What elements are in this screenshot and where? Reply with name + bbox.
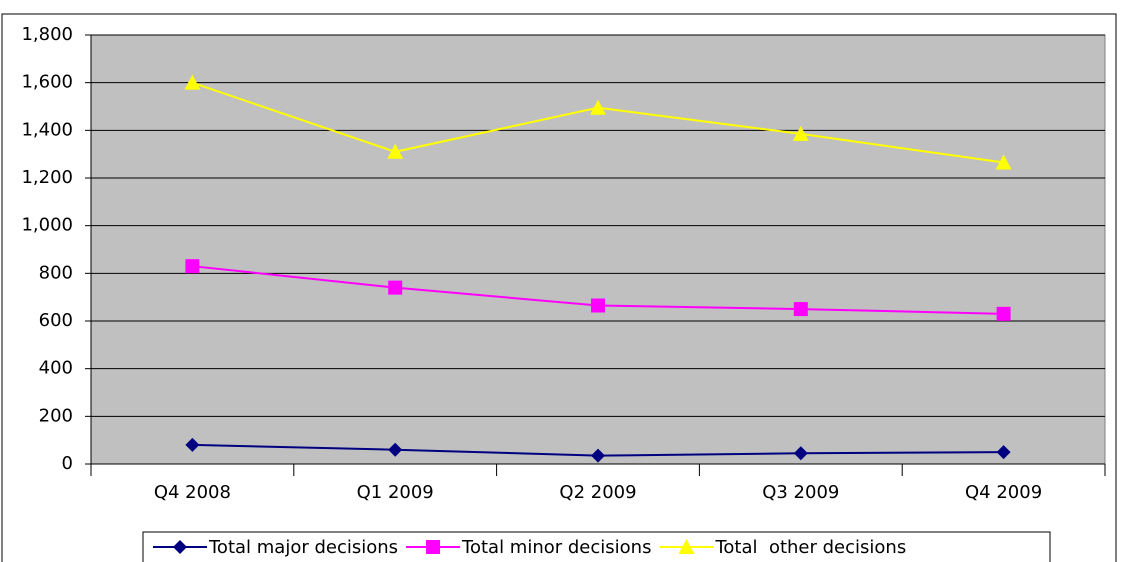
y-tick-label: 800 bbox=[39, 262, 73, 283]
legend-label: Total other decisions bbox=[714, 537, 906, 558]
marker bbox=[184, 74, 201, 90]
y-tick-label: 200 bbox=[39, 405, 73, 426]
marker bbox=[793, 302, 808, 317]
marker bbox=[185, 259, 200, 274]
y-tick-label: 1,800 bbox=[21, 24, 73, 45]
x-tick-label: Q4 2008 bbox=[154, 482, 231, 503]
marker bbox=[185, 437, 200, 452]
marker bbox=[792, 125, 809, 141]
marker bbox=[996, 306, 1011, 321]
y-tick-label: 1,600 bbox=[21, 72, 73, 93]
y-tick-label: 0 bbox=[62, 453, 73, 474]
x-tick-label: Q3 2009 bbox=[762, 482, 839, 503]
legend-label: Total major decisions bbox=[208, 537, 398, 558]
y-tick-label: 600 bbox=[39, 310, 73, 331]
y-tick-label: 400 bbox=[39, 358, 73, 379]
marker bbox=[591, 448, 605, 463]
marker bbox=[678, 539, 695, 554]
marker bbox=[388, 442, 403, 457]
y-tick-label: 1,200 bbox=[21, 167, 73, 188]
marker bbox=[388, 280, 403, 295]
marker bbox=[995, 154, 1012, 170]
marker bbox=[426, 540, 441, 554]
x-tick-label: Q4 2009 bbox=[965, 482, 1042, 503]
marker bbox=[591, 298, 605, 313]
y-tick-label: 1,400 bbox=[21, 119, 73, 140]
marker bbox=[793, 446, 808, 461]
marker bbox=[996, 445, 1011, 460]
marker bbox=[173, 540, 187, 554]
x-tick-label: Q1 2009 bbox=[357, 482, 434, 503]
marker bbox=[590, 99, 606, 115]
y-tick-label: 1,000 bbox=[21, 215, 73, 236]
marker bbox=[387, 143, 404, 159]
legend-box bbox=[142, 531, 1051, 562]
x-tick-label: Q2 2009 bbox=[559, 482, 636, 503]
legend-label: Total minor decisions bbox=[461, 537, 651, 558]
legend: Total major decisions Total minor decisio… bbox=[142, 531, 1051, 562]
